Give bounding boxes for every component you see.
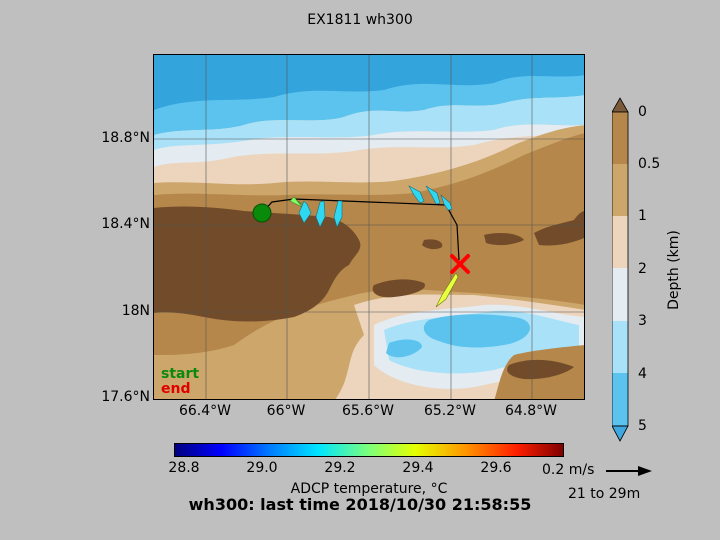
lon-label: 66°W [266,403,306,419]
land-st-john [534,211,584,246]
land-st-croix [507,359,574,380]
start-legend-label: start [161,366,200,382]
start-marker[interactable] [252,203,272,223]
depth-tick: 4 [638,366,647,382]
velocity-arrow [408,185,425,204]
lat-label: 18.4°N [101,216,150,232]
adcp-vectors [289,185,459,308]
land-vieques [372,279,425,298]
depth-tick: 0.5 [638,156,661,172]
lon-label: 64.8°W [504,403,557,419]
lat-label: 17.6°N [101,389,150,405]
velocity-arrow [315,200,326,228]
velocity-arrow [435,272,459,308]
lat-label: 18N [121,303,150,319]
velocity-arrow [298,200,312,224]
map-panel[interactable] [153,54,585,400]
velocity-arrow [440,194,453,211]
velocity-arrow [333,200,343,228]
velocity-arrow [425,185,441,205]
temp-tick: 29.2 [324,460,356,476]
last-time-footer: wh300: last time 2018/10/30 21:58:55 [188,495,532,514]
land-st-thomas [484,232,524,246]
south-deep-core-west [386,339,422,358]
depth-colorbar-title: Depth (km) [666,230,682,310]
depth-tick: 2 [638,261,647,277]
velocity-arrow [289,196,303,208]
graticule [154,55,584,399]
plot-title: EX1811 wh300 [307,12,413,28]
lon-label: 66.4°W [178,403,231,419]
ship-track [261,198,460,261]
bathymetry-map [154,55,584,399]
south-deep-core [423,314,531,348]
velocity-scale-arrow-icon [606,466,652,476]
velocity-scale-label: 0.2 m/s [542,462,595,478]
temperature-colorbar-title: ADCP temperature, °C [290,481,448,497]
end-marker[interactable] [450,254,470,274]
lat-label: 18.8°N [101,130,150,146]
temp-tick: 29.4 [402,460,434,476]
depth-tick: 0 [638,104,647,120]
temp-tick: 29.6 [480,460,512,476]
land-puerto-rico [154,206,361,322]
lon-label: 65.2°W [423,403,476,419]
depth-tick: 1 [638,208,647,224]
temp-tick: 28.8 [168,460,200,476]
lon-label: 65.6°W [341,403,394,419]
depth-tick: 3 [638,313,647,329]
temp-tick: 29.0 [246,460,278,476]
land-culebra [422,239,443,250]
end-legend-label: end [161,381,191,397]
depth-tick: 5 [638,418,647,434]
depth-colorbar [612,97,629,442]
depth-range-label: 21 to 29m [568,486,641,502]
temperature-colorbar [174,443,564,457]
